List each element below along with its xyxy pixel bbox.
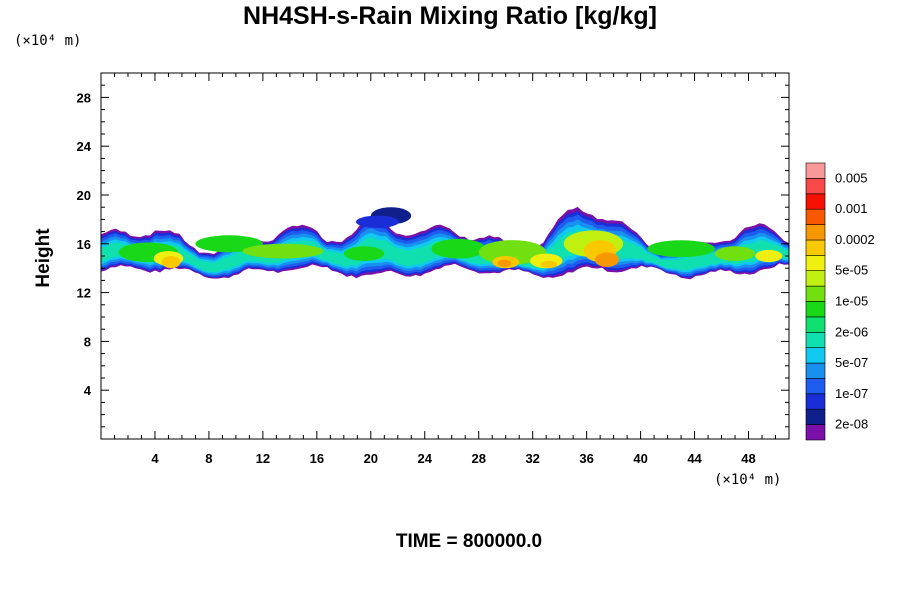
cloud-core-5 xyxy=(343,246,385,261)
legend-swatch xyxy=(805,239,826,256)
legend-swatch xyxy=(805,347,826,364)
y-tick-label: 24 xyxy=(77,139,92,154)
x-tick-label: 36 xyxy=(579,451,593,466)
legend-swatch xyxy=(805,331,826,348)
cloud-core-6 xyxy=(431,238,486,259)
time-label: TIME = 800000.0 xyxy=(395,531,543,552)
cloud-core-1 xyxy=(195,235,263,253)
legend-label: 1e-07 xyxy=(835,386,868,401)
y-tick-label: 12 xyxy=(77,286,91,301)
x-tick-label: 20 xyxy=(364,451,378,466)
x-tick-label: 4 xyxy=(151,451,159,466)
x-tick-label: 12 xyxy=(256,451,270,466)
x-tick-label: 8 xyxy=(205,451,212,466)
legend-swatch xyxy=(805,316,826,333)
cloud-core-16 xyxy=(714,246,756,261)
y-unit-label: (×10⁴ m) xyxy=(14,33,82,49)
legend-label: 5e-07 xyxy=(835,355,868,370)
legend-label: 0.0002 xyxy=(835,232,875,247)
x-tick-label: 24 xyxy=(418,451,433,466)
cloud-core-11 xyxy=(540,260,558,269)
cloud-core-14 xyxy=(594,252,620,267)
x-tick-label: 40 xyxy=(633,451,647,466)
legend-label: 2e-06 xyxy=(835,324,868,339)
legend-label: 5e-05 xyxy=(835,263,868,278)
x-tick-label: 48 xyxy=(741,451,755,466)
x-tick-label: 28 xyxy=(471,451,485,466)
y-tick-label: 16 xyxy=(77,237,91,252)
legend-swatch xyxy=(805,270,826,287)
legend-swatch xyxy=(805,162,826,179)
cloud-core-4 xyxy=(161,256,181,269)
legend-swatch xyxy=(805,255,826,272)
legend-swatch xyxy=(805,378,826,395)
cloud-core-2 xyxy=(242,243,324,259)
y-tick-label: 4 xyxy=(84,383,92,398)
legend-swatch xyxy=(805,208,826,225)
chart-title: NH4SH-s-Rain Mixing Ratio [kg/kg] xyxy=(243,2,657,30)
legend-swatch xyxy=(805,362,826,379)
cloud-core-15 xyxy=(647,240,715,258)
cloud-core-9 xyxy=(497,259,512,267)
legend-label: 0.001 xyxy=(835,201,868,216)
legend-label: 1e-05 xyxy=(835,294,868,309)
y-tick-label: 8 xyxy=(84,334,91,349)
legend-swatch xyxy=(805,393,826,410)
legend-swatch xyxy=(805,178,826,195)
y-axis-label: Height xyxy=(33,228,54,288)
legend-label: 2e-08 xyxy=(835,417,868,432)
y-tick-label: 20 xyxy=(77,188,91,203)
cloud-dome-1 xyxy=(355,215,400,228)
x-unit-label: (×10⁴ m) xyxy=(714,472,782,488)
cloud-core-17 xyxy=(755,249,783,263)
y-tick-label: 28 xyxy=(77,90,91,105)
legend-label: 0.005 xyxy=(835,170,868,185)
legend-swatch xyxy=(805,224,826,241)
legend-swatch xyxy=(805,193,826,210)
legend-swatch xyxy=(805,285,826,302)
legend-swatch xyxy=(805,424,826,441)
x-tick-label: 32 xyxy=(525,451,539,466)
x-tick-label: 16 xyxy=(310,451,324,466)
legend-swatch xyxy=(805,408,826,425)
legend-swatch xyxy=(805,301,826,318)
x-tick-label: 44 xyxy=(687,451,702,466)
